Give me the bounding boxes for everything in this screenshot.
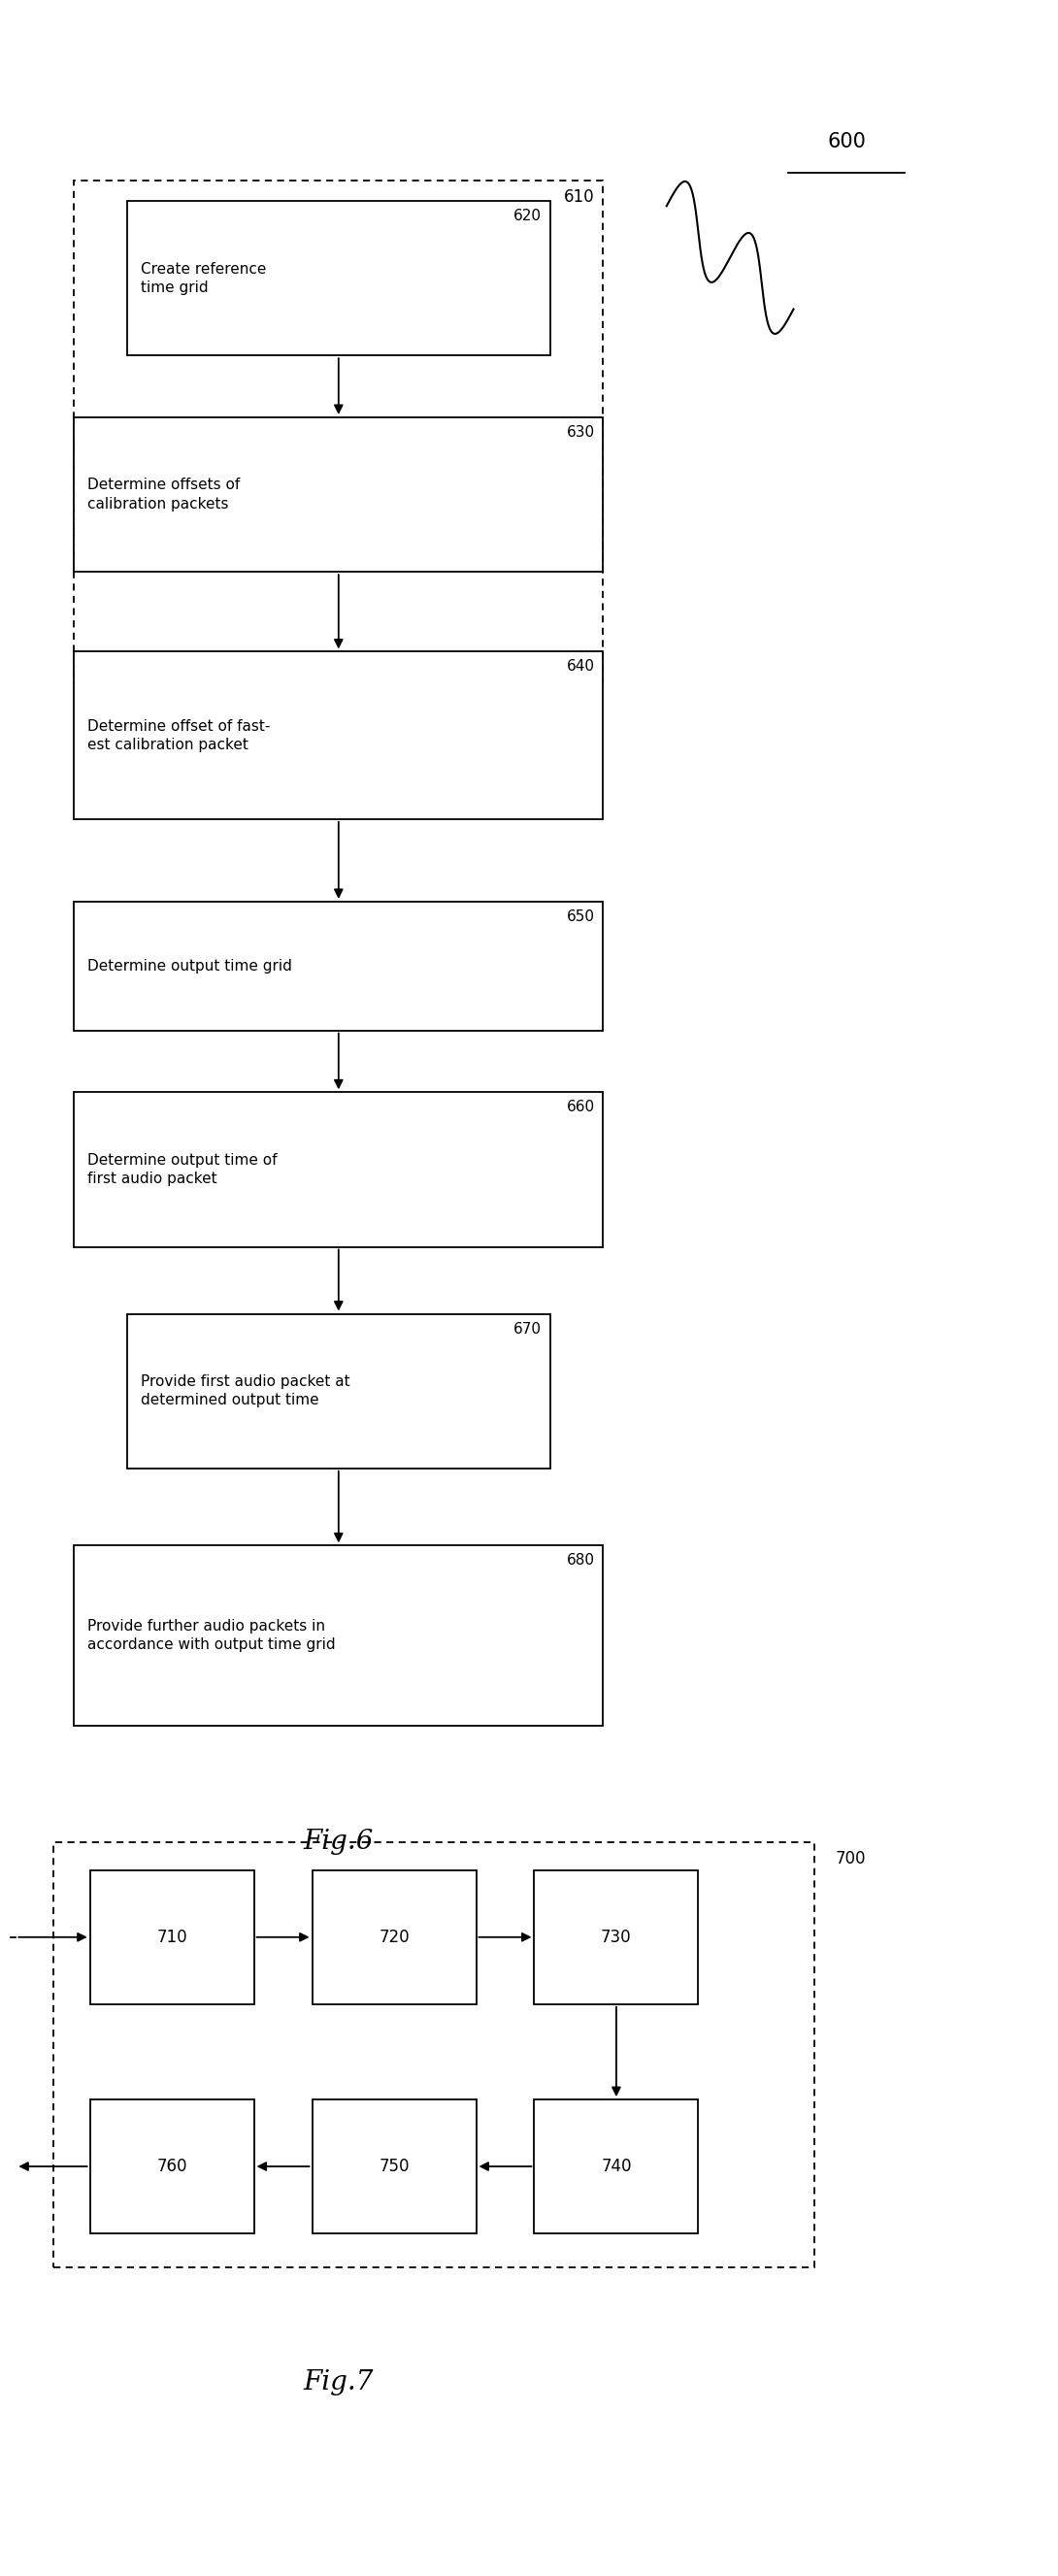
Bar xyxy=(534,1870,698,2004)
Bar xyxy=(312,1870,476,2004)
Text: 650: 650 xyxy=(566,909,595,925)
Text: Determine offsets of
calibration packets: Determine offsets of calibration packets xyxy=(88,479,240,510)
Bar xyxy=(90,2099,254,2233)
Bar xyxy=(90,1870,254,2004)
Text: 740: 740 xyxy=(601,2159,632,2174)
Text: Determine offset of fast-
est calibration packet: Determine offset of fast- est calibratio… xyxy=(88,719,271,752)
Bar xyxy=(127,201,550,355)
Text: 630: 630 xyxy=(566,425,595,440)
Text: 610: 610 xyxy=(564,188,595,206)
Text: Create reference
time grid: Create reference time grid xyxy=(141,263,267,294)
Bar xyxy=(74,417,603,572)
Bar xyxy=(534,2099,698,2233)
Text: 680: 680 xyxy=(566,1553,595,1569)
Text: 720: 720 xyxy=(379,1929,409,1945)
Bar xyxy=(53,1842,815,2267)
Bar xyxy=(74,902,603,1030)
Bar xyxy=(74,180,603,683)
Text: 670: 670 xyxy=(513,1321,542,1337)
Text: 700: 700 xyxy=(836,1850,867,1868)
Text: 730: 730 xyxy=(601,1929,632,1945)
Text: Determine output time grid: Determine output time grid xyxy=(88,958,292,974)
Text: Fig.6: Fig.6 xyxy=(304,1829,373,1855)
Bar xyxy=(312,2099,476,2233)
Bar xyxy=(74,652,603,819)
Text: Fig.7: Fig.7 xyxy=(304,2370,373,2396)
Text: 640: 640 xyxy=(566,659,595,675)
Text: 760: 760 xyxy=(157,2159,187,2174)
Text: 600: 600 xyxy=(827,131,865,152)
Text: 660: 660 xyxy=(566,1100,595,1115)
Text: 750: 750 xyxy=(379,2159,409,2174)
Bar xyxy=(74,1546,603,1726)
Text: 620: 620 xyxy=(513,209,542,224)
Text: Determine output time of
first audio packet: Determine output time of first audio pac… xyxy=(88,1154,277,1185)
Text: 710: 710 xyxy=(157,1929,187,1945)
Text: Provide further audio packets in
accordance with output time grid: Provide further audio packets in accorda… xyxy=(88,1620,336,1651)
Text: Provide first audio packet at
determined output time: Provide first audio packet at determined… xyxy=(141,1376,350,1406)
Bar xyxy=(74,1092,603,1247)
Bar xyxy=(127,1314,550,1468)
